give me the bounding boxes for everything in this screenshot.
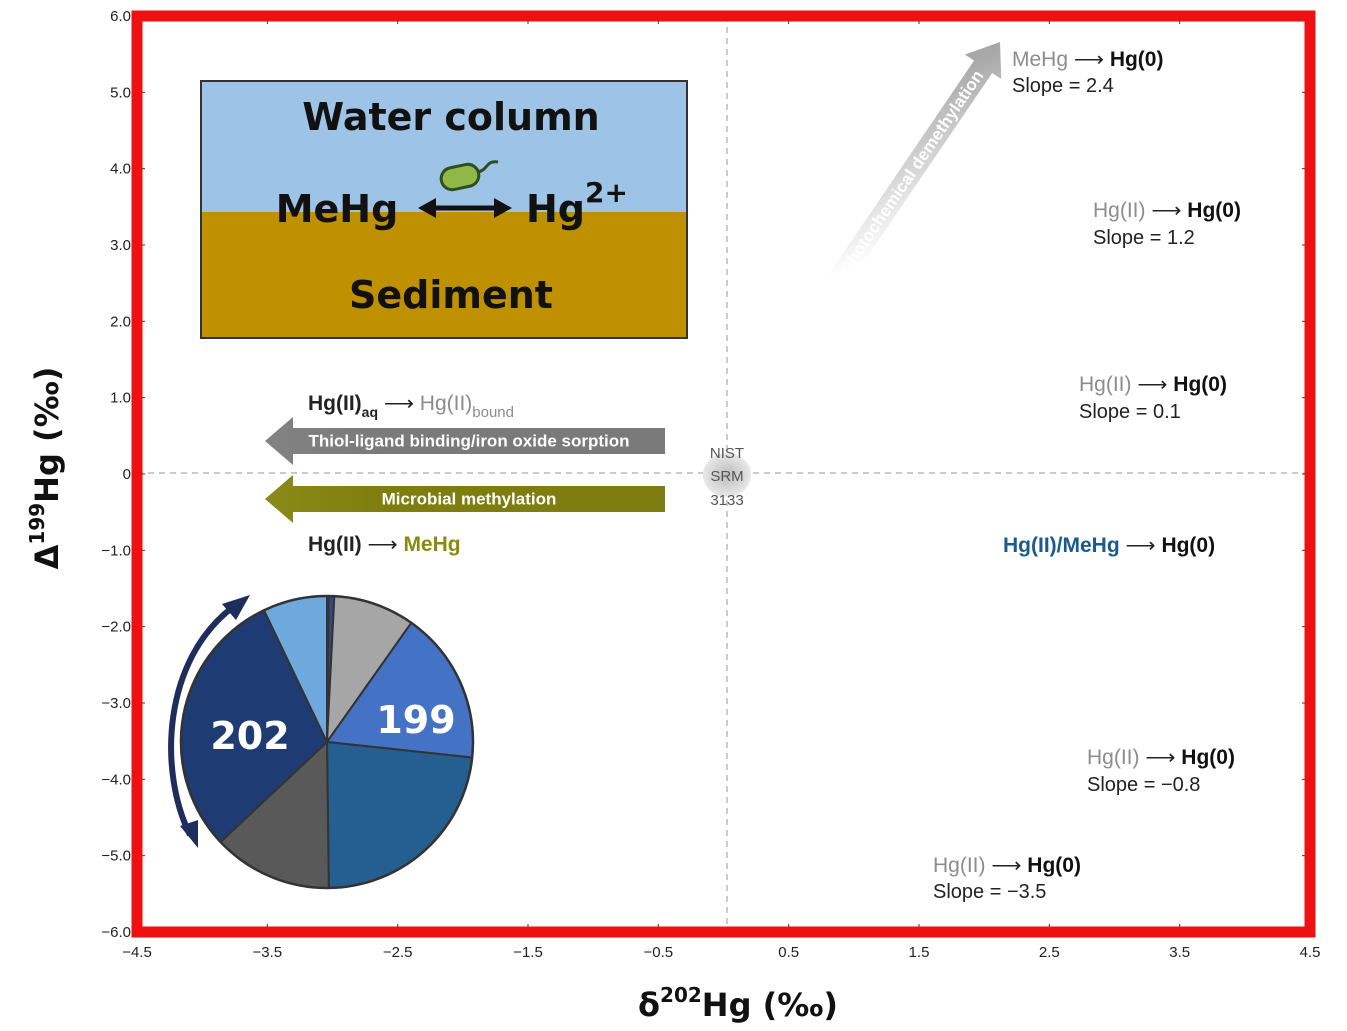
arrow-xenon-label: Xenon lamp reduction with thiol ligands [825, 546, 1108, 732]
slope-snow: Slope = −3.5 [933, 881, 1046, 903]
x-tick-label: 1.5 [909, 944, 930, 961]
x-tick-label: −3.5 [253, 944, 283, 961]
arrow-snow-label: Photochemical reduction from snow [775, 596, 919, 870]
slope-xenon: Slope = −0.8 [1087, 774, 1200, 796]
nist-label-1: NIST [710, 445, 744, 462]
y-tick-label: 4.0 [110, 161, 131, 178]
red-frame [131, 10, 1316, 938]
arrow-evaporation: Equilibrium evaporation [799, 416, 1265, 468]
y-axis-ticks: 6.0 5.0 4.0 3.0 2.0 1.0 0 −1.0 −2.0 −3.0 −4.0 −5.0 −… [101, 8, 1310, 941]
slope-photoreduction: Slope = 1.2 [1093, 227, 1195, 249]
arrow-microbial-reduction: Microbial reduction/demethylation [800, 475, 1268, 519]
slope-evaporation: Slope = 0.1 [1079, 401, 1181, 423]
y-tick-label: −2.0 [101, 619, 131, 636]
water-column-box [201, 81, 687, 212]
y-tick-label: −1.0 [101, 542, 131, 559]
reaction-labels: MeHg ⟶ Hg(0) Slope = 2.4 Hg(II) ⟶ Hg(0) … [308, 48, 1241, 903]
y-tick-label: −3.0 [101, 695, 131, 712]
y-tick-label: −5.0 [101, 848, 131, 865]
rxn-microbial-reduction: Hg(II)/MeHg ⟶ Hg(0) [1003, 534, 1215, 557]
x-tick-label: 2.5 [1039, 944, 1060, 961]
rxn-methylation: Hg(II) ⟶ MeHg [308, 533, 461, 556]
y-axis-title: Δ199Hg (‰) [25, 367, 66, 570]
isotope-pie-chart [179, 594, 475, 890]
rxn-demethylation: MeHg ⟶ Hg(0) [1012, 48, 1163, 71]
rxn-photoreduction: Hg(II) ⟶ Hg(0) [1093, 199, 1241, 222]
curved-double-arrow-icon [168, 595, 250, 848]
arrow-methylation: Microbial methylation [265, 475, 665, 523]
water-column-label: Water column [302, 95, 599, 139]
y-tick-label: −6.0 [101, 924, 131, 941]
y-tick-label: 0 [123, 466, 131, 483]
x-tick-label: −1.5 [513, 944, 543, 961]
arrow-evaporation-label: Equilibrium evaporation [956, 432, 1151, 459]
x-tick-label: 4.5 [1300, 944, 1321, 961]
y-tick-label: −4.0 [101, 771, 131, 788]
rxn-evaporation: Hg(II) ⟶ Hg(0) [1079, 373, 1227, 396]
mehg-inset-label: MeHg [276, 187, 399, 231]
x-tick-label: −4.5 [122, 944, 152, 961]
water-sediment-inset: Water column MeHg Hg2+ Sediment [200, 80, 688, 339]
arrow-thiol-binding: Thiol-ligand binding/iron oxide sorption [265, 417, 665, 465]
rxn-snow: Hg(II) ⟶ Hg(0) [933, 854, 1081, 877]
x-axis-title: δ202Hg (‰) [638, 983, 838, 1024]
y-tick-label: 6.0 [110, 8, 131, 25]
arrow-methylation-label: Microbial methylation [382, 490, 557, 509]
nist-srm-3133-marker: NIST SRM 3133 [703, 445, 751, 509]
pie-label-202: 202 [210, 714, 289, 758]
rxn-thiol-binding: Hg(II)aq ⟶ Hg(II)bound [308, 392, 514, 421]
arrow-microbial-reduction-label: Microbial reduction/demethylation [917, 488, 1194, 507]
x-tick-label: 3.5 [1169, 944, 1190, 961]
sediment-label: Sediment [349, 273, 553, 317]
x-tick-label: −2.5 [383, 944, 413, 961]
y-tick-label: 3.0 [110, 237, 131, 254]
nist-label-3: 3133 [710, 492, 743, 509]
inset-border [200, 80, 688, 339]
slope-demethylation: Slope = 2.4 [1012, 75, 1114, 97]
arrow-thiol-binding-label: Thiol-ligand binding/iron oxide sorption [308, 432, 629, 451]
hg2-inset-label: Hg2+ [526, 176, 628, 231]
pie-slice [325, 740, 474, 890]
y-tick-label: 2.0 [110, 313, 131, 330]
pie-outline [179, 594, 475, 890]
y-tick-label: 5.0 [110, 84, 131, 101]
sediment-box [201, 212, 687, 338]
nist-label-2: SRM [710, 468, 743, 485]
y-tick-label: 1.0 [110, 390, 131, 407]
arrow-snow: Photochemical reduction from snow [747, 540, 926, 883]
x-tick-label: −0.5 [644, 944, 674, 961]
rxn-xenon: Hg(II) ⟶ Hg(0) [1087, 746, 1235, 769]
microbe-icon [439, 160, 499, 192]
x-tick-label: 0.5 [778, 944, 799, 961]
double-arrow-icon [418, 198, 512, 218]
pie-label-199: 199 [376, 698, 455, 742]
